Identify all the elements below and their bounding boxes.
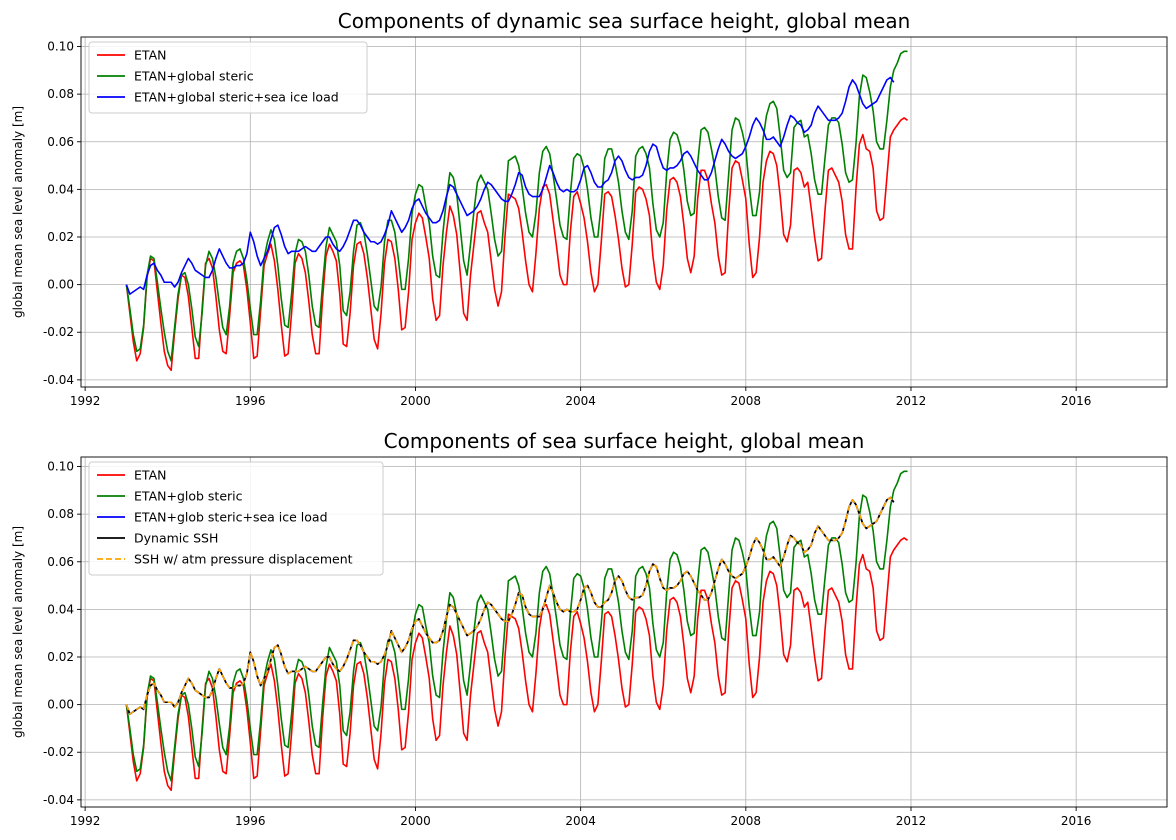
x-tick-label: 1992 xyxy=(70,814,101,828)
y-tick-label: -0.02 xyxy=(43,325,74,339)
y-tick-label: 0.00 xyxy=(47,698,74,712)
x-tick-label: 2008 xyxy=(731,814,762,828)
y-tick-label: -0.02 xyxy=(43,745,74,759)
y-tick-label: 0.00 xyxy=(47,278,74,292)
legend: ETAN ETAN+global steric ETAN+global steric… xyxy=(88,41,368,114)
series-lines xyxy=(125,470,908,792)
x-tick-label: 1996 xyxy=(235,814,266,828)
y-axis-label: global mean sea level anomaly [m] xyxy=(11,526,25,738)
x-tick-label: 2004 xyxy=(565,814,596,828)
x-tick-label: 2000 xyxy=(400,394,431,408)
y-tick-label: 0.02 xyxy=(47,650,74,664)
legend-label: ETAN+global steric xyxy=(134,69,254,84)
plot-frame xyxy=(80,36,1168,388)
x-tick-label: 2016 xyxy=(1061,814,1092,828)
x-tick-label: 2012 xyxy=(896,394,927,408)
plot-frame xyxy=(80,456,1168,808)
y-tick-label: 0.06 xyxy=(47,135,74,149)
x-tick-label: 2012 xyxy=(896,814,927,828)
y-tick-label: -0.04 xyxy=(43,373,74,387)
x-tick-label: 1996 xyxy=(235,394,266,408)
x-tick-label: 1992 xyxy=(70,394,101,408)
series-line-etan-global-steric xyxy=(125,50,908,362)
chart-1: Components of dynamic sea surface height… xyxy=(11,9,1168,408)
y-tick-label: -0.04 xyxy=(43,793,74,807)
y-axis-label: global mean sea level anomaly [m] xyxy=(11,106,25,318)
y-tick-label: 0.10 xyxy=(47,40,74,54)
x-tick-label: 2008 xyxy=(731,394,762,408)
series-lines xyxy=(125,50,908,372)
series-line-etan-glob-steric xyxy=(125,470,908,782)
series-line-ssh-w-atm-pressure-displacement xyxy=(125,496,895,715)
legend-label: SSH w/ atm pressure displacement xyxy=(134,552,353,567)
legend-box xyxy=(88,461,384,576)
legend-label: ETAN+glob steric xyxy=(134,489,243,504)
x-tick-label: 2000 xyxy=(400,814,431,828)
legend-box xyxy=(88,41,368,114)
chart-2: Components of sea surface height, global… xyxy=(11,429,1168,828)
legend: ETAN ETAN+glob steric ETAN+glob steric+sea… xyxy=(88,461,384,576)
y-tick-label: 0.06 xyxy=(47,555,74,569)
chart-title: Components of dynamic sea surface height… xyxy=(338,9,911,33)
series-line-etan-global-steric-sea-ice-load xyxy=(125,76,895,295)
y-tick-label: 0.04 xyxy=(47,602,74,616)
legend-label: ETAN+global steric+sea ice load xyxy=(134,90,339,105)
y-tick-label: 0.08 xyxy=(47,507,74,521)
y-tick-label: 0.04 xyxy=(47,182,74,196)
legend-label: Dynamic SSH xyxy=(134,531,218,546)
y-tick-label: 0.10 xyxy=(47,460,74,474)
legend-label: ETAN xyxy=(134,48,166,63)
x-tick-label: 2016 xyxy=(1061,394,1092,408)
series-line-etan xyxy=(125,537,908,792)
legend-label: ETAN xyxy=(134,468,166,483)
legend-label: ETAN+glob steric+sea ice load xyxy=(134,510,328,525)
y-tick-label: 0.08 xyxy=(47,87,74,101)
series-line-etan xyxy=(125,117,908,372)
x-tick-label: 2004 xyxy=(565,394,596,408)
y-tick-label: 0.02 xyxy=(47,230,74,244)
chart-title: Components of sea surface height, global… xyxy=(384,429,865,453)
